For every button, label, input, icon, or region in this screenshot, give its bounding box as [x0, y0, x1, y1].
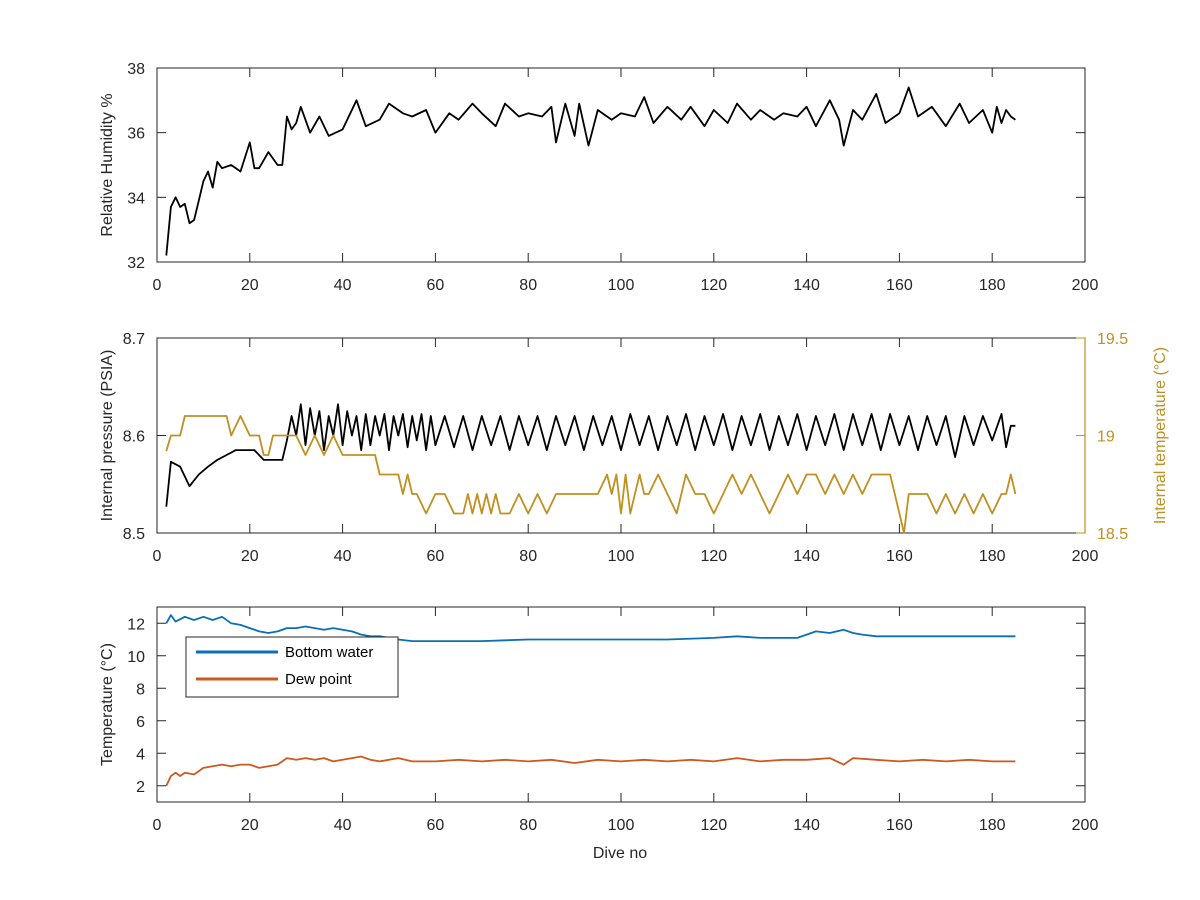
x-tick-label: 0 — [153, 817, 162, 834]
y-axis-label: Relative Humidity % — [99, 93, 116, 236]
y-tick-label: 32 — [127, 255, 145, 272]
x-tick-label: 60 — [427, 277, 445, 294]
x-tick-label: 120 — [700, 548, 727, 565]
x-tick-label: 60 — [427, 817, 445, 834]
x-tick-label: 40 — [334, 277, 352, 294]
x-tick-label: 120 — [700, 277, 727, 294]
x-tick-label: 160 — [886, 548, 913, 565]
series-line — [165, 86, 1016, 256]
series-line-dew-point — [165, 755, 1016, 787]
x-tick-label: 20 — [241, 817, 259, 834]
series-line-right-axis — [165, 415, 1017, 534]
y-tick-label: 12 — [127, 616, 145, 633]
y-axis-label: Temperature (°C) — [99, 643, 116, 766]
y-tick-label: 34 — [127, 190, 145, 207]
x-tick-label: 140 — [793, 548, 820, 565]
legend-box — [185, 636, 399, 698]
y-tick-label: 2 — [136, 779, 145, 796]
right-y-tick-label: 19 — [1097, 429, 1115, 446]
x-tick-label: 20 — [241, 548, 259, 565]
x-tick-label: 80 — [519, 277, 537, 294]
x-tick-label: 40 — [334, 548, 352, 565]
x-tick-label: 60 — [427, 548, 445, 565]
x-tick-label: 200 — [1072, 548, 1099, 565]
legend-label: Dew point — [285, 671, 353, 688]
water-dewpoint-temperature-subplot: 0 20 40 60 80 100 120 140 160 180 200 2 4 6 8 10 12 Tempe… — [99, 606, 1099, 834]
x-axis-label: Dive no — [593, 845, 647, 862]
x-tick-label: 180 — [979, 277, 1006, 294]
right-y-axis-label: Internal temperature (°C) — [1152, 347, 1169, 524]
y-tick-label: 8 — [136, 681, 145, 698]
pressure-temperature-subplot: 0 20 40 60 80 100 120 140 160 180 200 8.5 8.6 8.7 Inte… — [99, 331, 1169, 565]
y-tick-label: 8.7 — [123, 331, 145, 348]
x-tick-label: 120 — [700, 817, 727, 834]
x-tick-label: 140 — [793, 817, 820, 834]
axes-box — [156, 67, 1086, 263]
y-axis-label: Internal pressure (PSIA) — [99, 350, 116, 522]
x-tick-label: 100 — [608, 817, 635, 834]
y-tick-label: 6 — [136, 714, 145, 731]
x-tick-label: 160 — [886, 277, 913, 294]
y-tick-label: 8.5 — [123, 526, 145, 543]
x-tick-label: 200 — [1072, 277, 1099, 294]
x-tick-label: 0 — [153, 548, 162, 565]
x-tick-label: 0 — [153, 277, 162, 294]
right-y-tick-label: 18.5 — [1097, 526, 1128, 543]
right-y-tick-label: 19.5 — [1097, 331, 1128, 348]
series-line — [165, 403, 1016, 507]
x-tick-label: 200 — [1072, 817, 1099, 834]
y-tick-label: 38 — [127, 61, 145, 78]
x-tick-label: 80 — [519, 817, 537, 834]
x-tick-label: 20 — [241, 277, 259, 294]
x-tick-label: 100 — [608, 277, 635, 294]
x-tick-label: 140 — [793, 277, 820, 294]
x-tick-label: 100 — [608, 548, 635, 565]
x-tick-label: 40 — [334, 817, 352, 834]
y-tick-label: 10 — [127, 649, 145, 666]
legend-label: Bottom water — [285, 644, 373, 661]
x-tick-label: 80 — [519, 548, 537, 565]
y-tick-label: 36 — [127, 126, 145, 143]
x-tick-label: 180 — [979, 817, 1006, 834]
humidity-subplot: 0 20 40 60 80 100 120 140 160 180 200 32 34 36 38 Relat… — [99, 61, 1098, 294]
y-tick-label: 8.6 — [123, 429, 145, 446]
x-tick-label: 180 — [979, 548, 1006, 565]
y-tick-label: 4 — [136, 746, 145, 763]
x-tick-label: 160 — [886, 817, 913, 834]
